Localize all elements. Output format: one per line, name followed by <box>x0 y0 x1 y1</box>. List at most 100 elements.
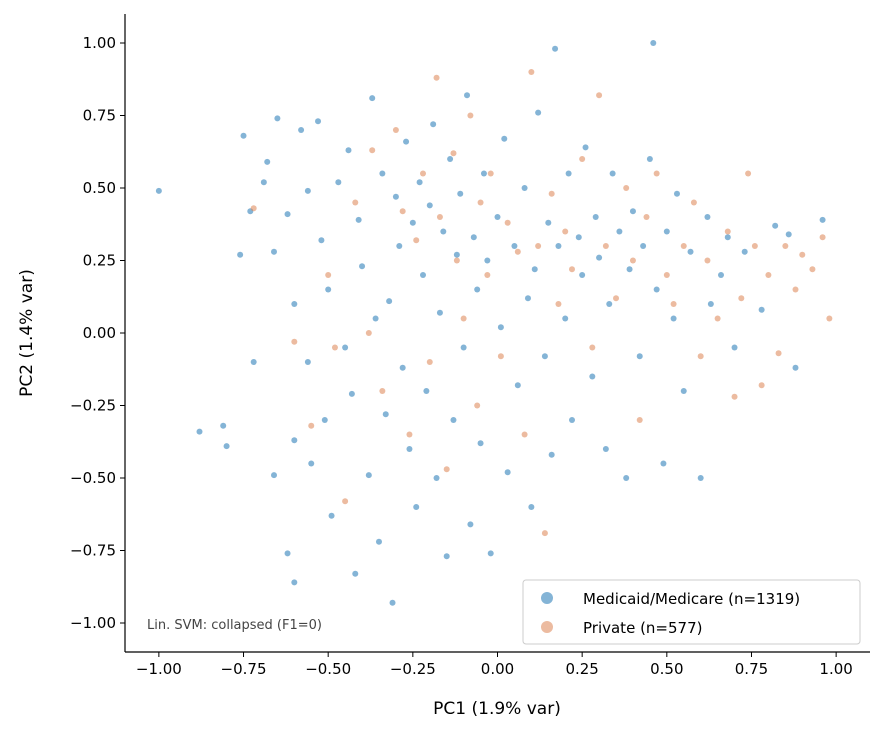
y-tick-label: 0.25 <box>83 252 116 270</box>
y-tick-label: −0.75 <box>70 542 116 560</box>
point-private <box>379 388 386 394</box>
point-private <box>477 199 484 206</box>
point-medicaid <box>457 190 464 197</box>
point-private <box>792 286 799 293</box>
point-medicaid <box>535 109 542 116</box>
point-medicaid <box>731 344 738 351</box>
point-medicaid <box>430 121 437 128</box>
y-tick-label: −0.25 <box>70 397 116 415</box>
point-medicaid <box>487 550 494 557</box>
point-medicaid <box>274 115 281 122</box>
point-medicaid <box>291 301 298 307</box>
point-medicaid <box>785 231 792 238</box>
point-medicaid <box>541 353 548 360</box>
point-private <box>521 431 528 438</box>
point-private <box>484 272 491 278</box>
point-medicaid <box>240 132 247 139</box>
point-medicaid <box>264 158 271 165</box>
point-medicaid <box>436 309 443 316</box>
point-medicaid <box>359 263 366 270</box>
x-tick-label: −0.75 <box>221 660 267 678</box>
y-ticks: −1.00 −0.75 −0.50 −0.25 0.00 0.25 0.50 0.75 1.00 <box>70 34 125 632</box>
point-medicaid <box>741 248 748 255</box>
point-medicaid <box>569 417 575 423</box>
legend-label-medicaid: Medicaid/Medicare (n=1319) <box>583 590 800 608</box>
point-medicaid <box>819 216 826 223</box>
y-tick-label: 1.00 <box>83 34 116 52</box>
point-medicaid <box>663 228 670 235</box>
point-private <box>724 228 731 235</box>
point-medicaid <box>592 214 599 220</box>
point-medicaid <box>575 234 582 241</box>
point-medicaid <box>521 185 528 191</box>
point-medicaid <box>250 359 257 365</box>
point-private <box>704 257 711 264</box>
point-medicaid <box>504 469 511 476</box>
point-medicaid <box>623 475 630 481</box>
point-medicaid <box>552 45 559 52</box>
y-tick-label: 0.50 <box>83 179 116 197</box>
point-private <box>751 243 758 249</box>
point-private <box>460 315 467 322</box>
point-medicaid <box>392 193 399 200</box>
point-medicaid <box>416 179 423 186</box>
point-private <box>413 237 420 244</box>
point-medicaid <box>528 504 535 510</box>
point-medicaid <box>413 504 420 510</box>
point-medicaid <box>426 202 433 209</box>
point-medicaid <box>420 272 426 278</box>
point-medicaid <box>524 295 531 302</box>
y-tick-label: −0.50 <box>70 469 116 487</box>
point-private <box>596 92 603 99</box>
point-medicaid <box>758 306 765 313</box>
point-medicaid <box>348 390 355 397</box>
point-private <box>653 170 660 177</box>
point-medicaid <box>372 315 379 322</box>
x-ticks: −1.00 −0.75 −0.50 −0.25 0.00 0.25 0.50 0.75 1.00 <box>136 652 853 678</box>
point-medicaid <box>480 170 487 177</box>
y-axis-label: PC2 (1.4% var) <box>17 269 37 397</box>
point-private <box>325 272 332 278</box>
point-private <box>589 344 596 351</box>
point-private <box>308 422 315 429</box>
y-tick-label: 0.75 <box>83 107 116 125</box>
point-medicaid <box>467 521 474 528</box>
point-medicaid <box>315 118 322 125</box>
point-medicaid <box>284 211 291 218</box>
point-private <box>636 417 643 423</box>
point-medicaid <box>291 437 298 444</box>
point-private <box>819 234 826 241</box>
point-medicaid <box>562 315 569 322</box>
point-medicaid <box>403 138 410 145</box>
point-private <box>613 295 620 302</box>
point-medicaid <box>640 243 647 249</box>
point-medicaid <box>511 243 518 249</box>
point-medicaid <box>352 570 359 577</box>
point-private <box>392 127 399 133</box>
point-medicaid <box>409 219 416 226</box>
x-axis-label: PC1 (1.9% var) <box>433 699 561 719</box>
point-private <box>782 243 789 249</box>
point-medicaid <box>646 156 653 162</box>
point-private <box>369 147 376 154</box>
point-medicaid <box>196 428 203 435</box>
point-private <box>250 205 257 212</box>
point-private <box>497 353 504 360</box>
point-private <box>555 301 562 307</box>
point-medicaid <box>589 373 596 380</box>
legend-box <box>522 579 861 645</box>
point-medicaid <box>596 254 603 261</box>
point-private <box>514 248 521 255</box>
y-tick-label: −1.00 <box>70 614 116 632</box>
point-medicaid <box>423 388 430 394</box>
x-tick-label: −0.25 <box>390 660 436 678</box>
point-medicaid <box>497 324 504 331</box>
point-private <box>426 359 433 365</box>
point-medicaid <box>284 550 291 557</box>
point-private <box>826 315 833 322</box>
point-medicaid <box>318 237 325 244</box>
point-medicaid <box>355 216 362 223</box>
point-private <box>331 344 338 351</box>
point-medicaid <box>386 298 393 305</box>
point-medicaid <box>602 446 609 452</box>
